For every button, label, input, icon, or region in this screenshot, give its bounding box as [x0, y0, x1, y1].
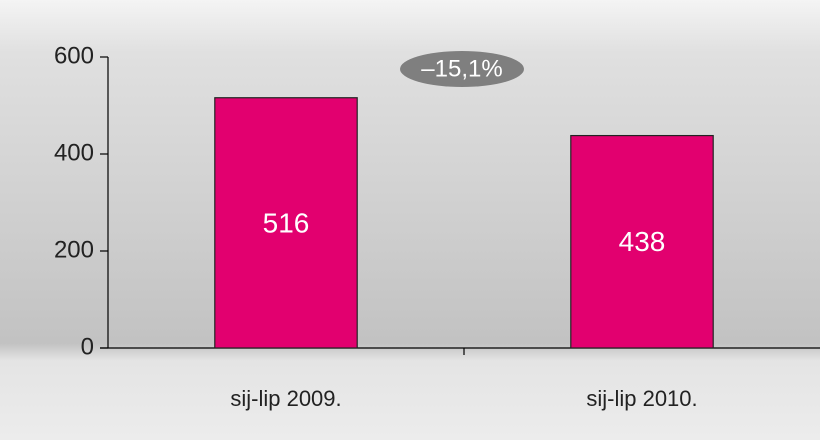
data-label: 438	[619, 226, 666, 257]
y-tick-label: 0	[81, 333, 94, 360]
annotation: –15,1%	[421, 55, 502, 82]
y-tick-label: 200	[54, 236, 94, 263]
y-tick-label: 600	[54, 42, 94, 69]
x-tick-label: sij-lip 2009.	[230, 386, 341, 411]
bar	[214, 97, 358, 349]
y-tick-label: 400	[54, 139, 94, 166]
x-tick-label: sij-lip 2010.	[586, 386, 697, 411]
bar	[570, 134, 714, 349]
annotation-badge	[400, 51, 524, 87]
data-label: 516	[263, 207, 310, 238]
